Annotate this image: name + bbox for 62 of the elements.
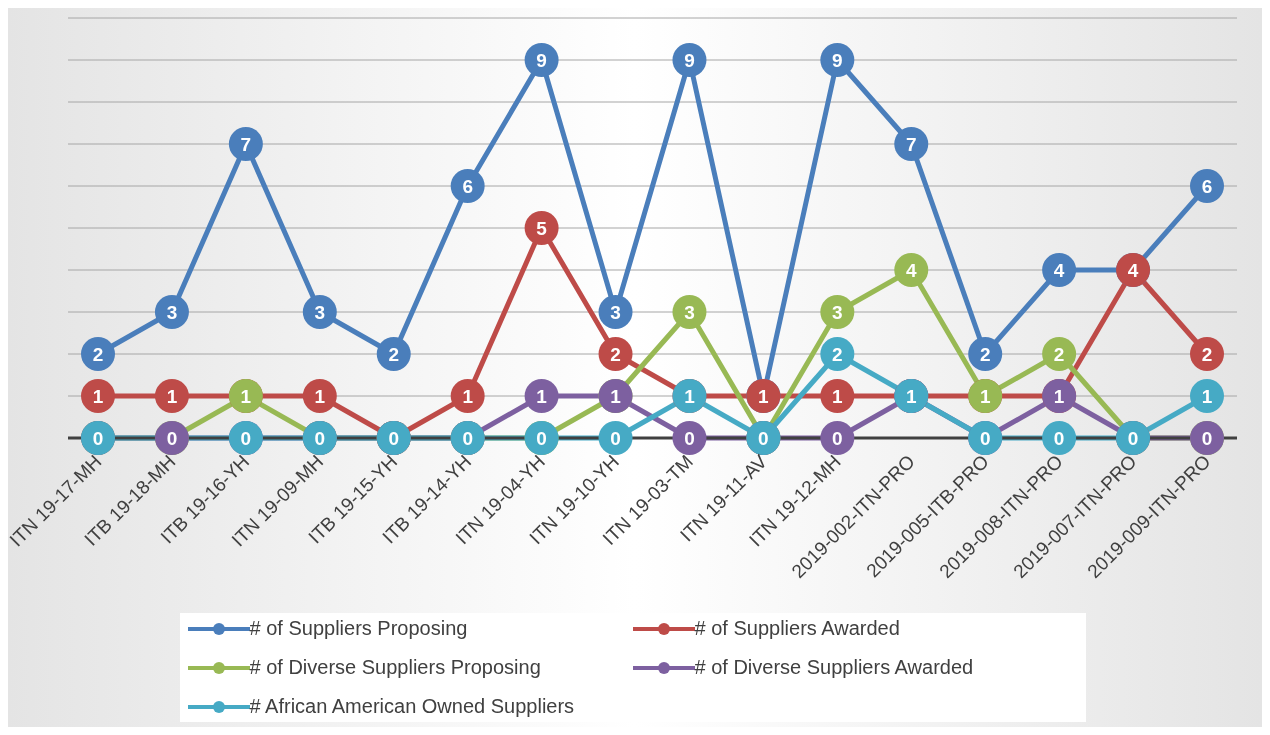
data-label: 1	[832, 385, 844, 407]
data-label: 1	[905, 385, 917, 407]
data-label: 0	[684, 427, 695, 449]
data-label: 7	[905, 133, 917, 155]
data-label: 0	[979, 427, 991, 449]
data-label: 1	[1201, 385, 1213, 407]
data-label: 9	[536, 49, 547, 71]
data-label: 1	[314, 385, 326, 407]
data-label: 0	[314, 427, 326, 449]
data-label: 0	[388, 427, 400, 449]
point	[820, 379, 855, 413]
data-label: 4	[1127, 259, 1139, 281]
legend-label: # of Suppliers Proposing	[249, 617, 468, 640]
data-label: 2	[610, 343, 621, 365]
data-label: 2	[1201, 343, 1213, 365]
data-label: 0	[832, 427, 843, 449]
data-label: 2	[979, 343, 991, 365]
legend-label: # of Diverse Suppliers Awarded	[694, 656, 974, 679]
data-label: 9	[684, 49, 695, 71]
data-label: 5	[536, 217, 548, 239]
data-label: 0	[610, 427, 621, 449]
data-label: 0	[1053, 427, 1065, 449]
data-label: 2	[832, 343, 843, 365]
data-label: 1	[610, 385, 622, 407]
data-label: 1	[1053, 385, 1065, 407]
data-label: 1	[979, 385, 991, 407]
point	[598, 337, 633, 371]
legend-label: # African American Owned Suppliers	[249, 695, 575, 718]
data-label: 9	[832, 49, 843, 71]
data-label: 6	[462, 175, 473, 197]
data-label: 2	[92, 343, 104, 365]
data-label: 1	[462, 385, 474, 407]
data-label: 1	[166, 385, 178, 407]
data-label: 1	[536, 385, 548, 407]
data-label: 0	[758, 427, 769, 449]
data-label: 0	[240, 427, 252, 449]
data-label: 2	[1053, 343, 1065, 365]
data-label: 3	[610, 301, 621, 323]
data-label: 0	[1201, 427, 1213, 449]
point	[672, 421, 707, 455]
data-label: 1	[758, 385, 770, 407]
data-label: 2	[388, 343, 400, 365]
legend-label: # of Diverse Suppliers Proposing	[249, 656, 541, 679]
point	[154, 379, 189, 413]
data-label: 0	[462, 427, 473, 449]
data-label: 0	[166, 427, 178, 449]
data-label: 7	[240, 133, 252, 155]
data-label: 1	[92, 385, 104, 407]
data-label: 0	[1127, 427, 1139, 449]
legend-label: # of Suppliers Awarded	[694, 617, 900, 640]
data-label: 4	[905, 259, 917, 281]
data-label: 6	[1201, 175, 1213, 197]
data-label: 3	[314, 301, 326, 323]
data-label: 3	[166, 301, 178, 323]
data-label: 1	[240, 385, 252, 407]
data-label: 0	[536, 427, 547, 449]
data-label: 1	[684, 385, 696, 407]
point	[598, 421, 633, 455]
data-label: 4	[1053, 259, 1065, 281]
data-label: 3	[684, 301, 695, 323]
data-label: 3	[832, 301, 843, 323]
data-label: 0	[92, 427, 104, 449]
